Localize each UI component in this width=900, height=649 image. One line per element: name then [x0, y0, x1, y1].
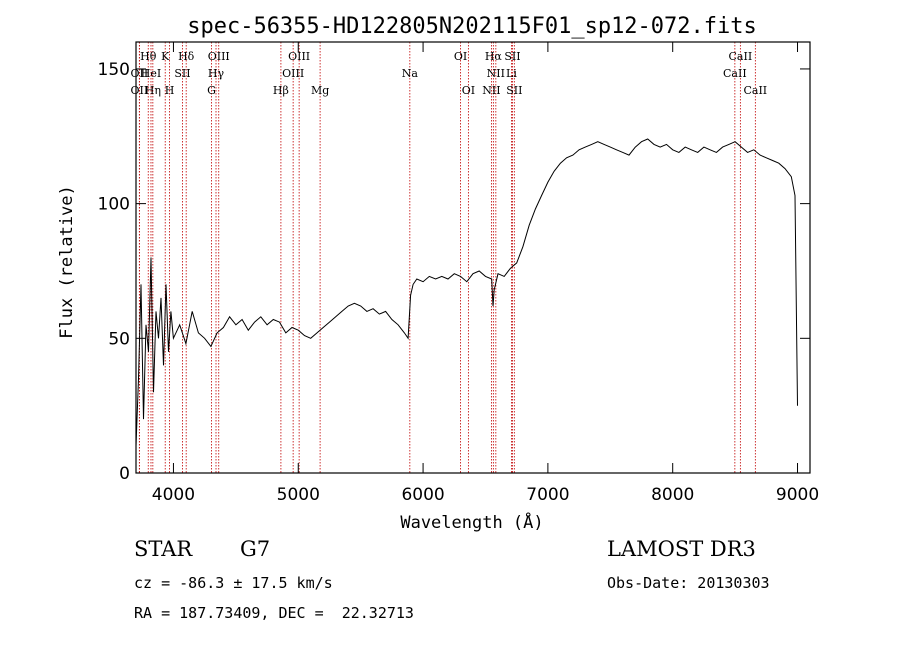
emission-line-label: Hη [145, 84, 161, 97]
observation-date: Obs-Date: 20130303 [607, 574, 770, 592]
x-tick-label: 8000 [651, 485, 694, 505]
emission-line-label: CaII [729, 50, 753, 63]
emission-line-label: K [161, 50, 170, 63]
sky-coordinates: RA = 187.73409, DEC = 22.32713 [134, 604, 414, 622]
emission-line-label: Mg [311, 84, 329, 97]
y-tick-label: 150 [98, 60, 130, 80]
x-tick-label: 6000 [401, 485, 444, 505]
emission-line-label: Hθ [140, 50, 157, 63]
data-layer [135, 138, 798, 447]
emission-line-label: Na [402, 67, 419, 80]
emission-line-label: OIII [282, 67, 304, 80]
emission-line-label: NII [487, 67, 505, 80]
object-class: STAR [134, 537, 193, 561]
emission-line-label: SII [504, 50, 520, 63]
emission-line-label: Hβ [273, 84, 289, 97]
emission-line-label: OI [454, 50, 467, 63]
emission-line-label: Li [506, 67, 517, 80]
y-tick-label: 0 [119, 464, 130, 484]
emission-line-label: OIII [288, 50, 310, 63]
spectrum-line [135, 138, 798, 447]
emission-line-label: H [165, 84, 175, 97]
emission-line-label: G [207, 84, 216, 97]
y-tick-label: 100 [98, 195, 130, 215]
emission-line-label: Hδ [178, 50, 195, 63]
emission-line-labels: OII OII Hθ HeI Hη K SII H Hδ OIII Hγ G OIII OIII Hβ Mg N… [131, 50, 768, 97]
emission-line-label: CaII [743, 84, 767, 97]
emission-line-label: OII [131, 84, 149, 97]
emission-line-label: Hγ [208, 67, 225, 80]
x-tick-label: 9000 [776, 485, 819, 505]
y-tick-label: 50 [108, 329, 130, 349]
emission-line-markers [138, 42, 756, 473]
survey-name: LAMOST DR3 [607, 537, 756, 561]
x-axis-label: Wavelength (Å) [400, 511, 543, 533]
y-axis-label: Flux (relative) [57, 185, 77, 339]
redshift-cz: cz = -86.3 ± 17.5 km/s [134, 574, 333, 592]
emission-line-label: CaII [723, 67, 747, 80]
plot-frame [135, 41, 811, 474]
object-subclass: G7 [240, 537, 271, 561]
emission-line-label: Hα [485, 50, 503, 63]
emission-line-label: OIII [208, 50, 230, 63]
emission-line-label: OI [462, 84, 475, 97]
axis-ticks: 4000 5000 6000 7000 8000 9000 0 50 100 150 [98, 42, 819, 505]
emission-line-label: HeI [141, 67, 161, 80]
x-tick-label: 7000 [526, 485, 569, 505]
x-tick-label: 4000 [152, 485, 195, 505]
emission-line-label: NII [482, 84, 500, 97]
emission-line-label: OII [131, 67, 149, 80]
chart-title: spec-56355-HD122805N202115F01_sp12-072.f… [187, 14, 757, 39]
emission-line-label: SII [506, 84, 522, 97]
emission-line-label: SII [174, 67, 190, 80]
x-tick-label: 5000 [277, 485, 320, 505]
